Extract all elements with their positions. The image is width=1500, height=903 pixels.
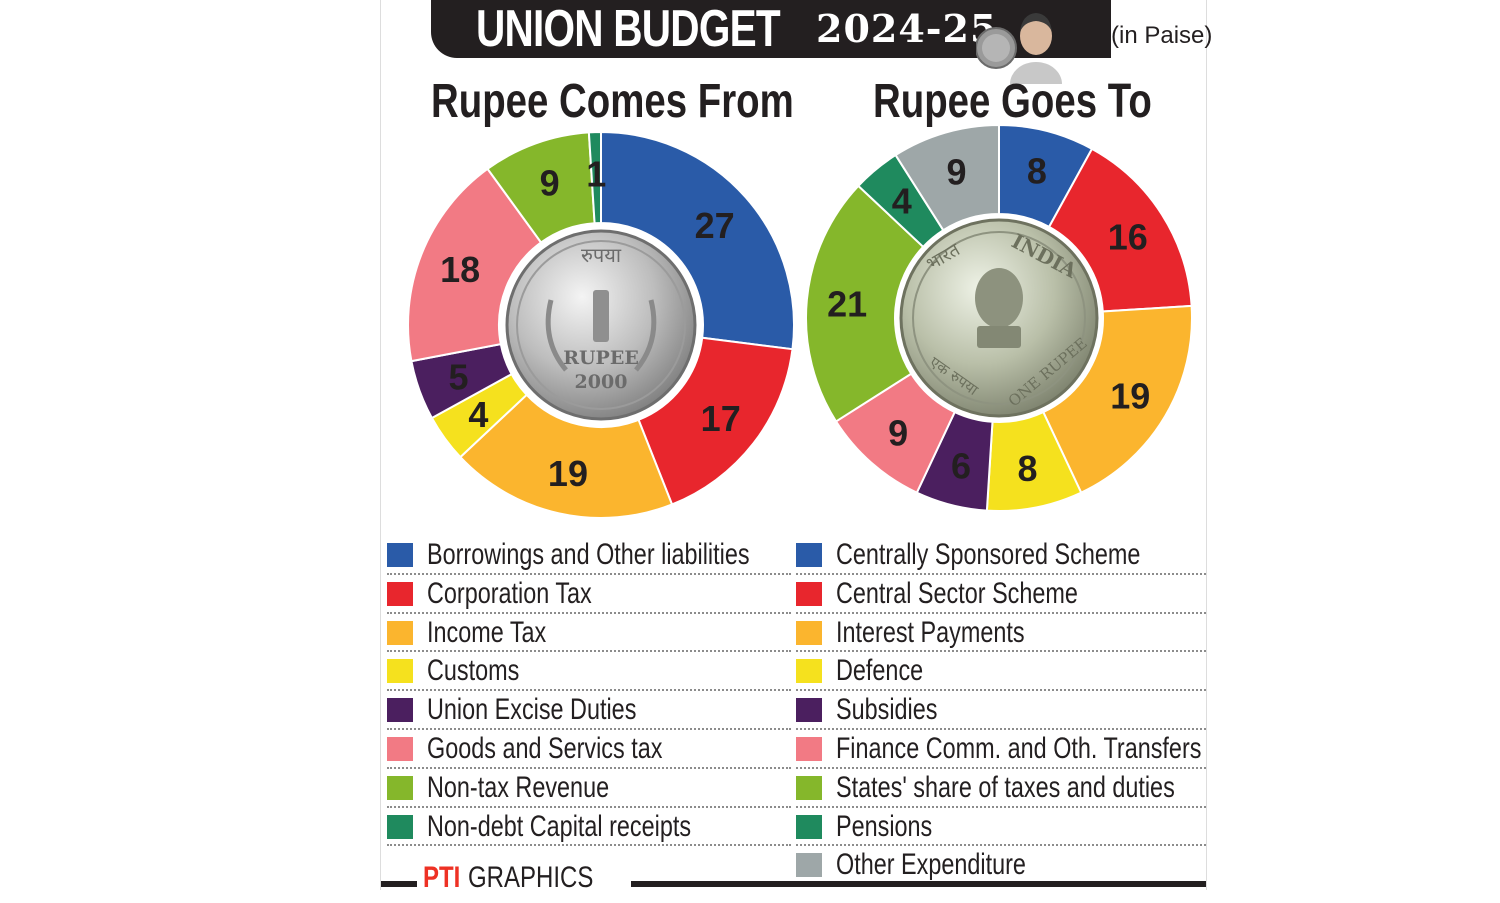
comes-from-legend-swatch: [387, 775, 413, 800]
goes-to-slice-interest-payments: [1041, 304, 1193, 494]
comes-from-legend-row: Non-tax Revenue: [387, 769, 791, 808]
unit-note: (in Paise): [1111, 22, 1213, 49]
goes-to-legend-label: Finance Comm. and Oth. Transfers: [836, 731, 1202, 765]
goes-to-label-subsidies: 6: [951, 446, 971, 487]
infographic-card: UNION BUDGET 2024-25 (in Paise) Rupee Co…: [380, 0, 1212, 898]
finance-minister-portrait-icon: [976, 13, 1062, 84]
legend: Borrowings and Other liabilities Corporat…: [381, 536, 1206, 886]
goes-to-legend-swatch: [796, 775, 822, 800]
comes-from-legend-swatch: [387, 543, 413, 567]
comes-from-slice-income-tax: [458, 393, 674, 519]
goes-to-legend-swatch: [796, 659, 822, 684]
comes-from-legend-swatch: [387, 581, 413, 606]
comes-from-legend-row: Corporation Tax: [387, 575, 791, 614]
india-one-rupee-coin-icon: INDIA भारत ONE RUPEE एक रुपया: [899, 218, 1099, 418]
rupee-coin-2000-icon: रुपया RUPEE 2000: [505, 229, 697, 421]
pti-logo-icon: PTI: [423, 861, 461, 894]
goes-to-legend-label: Other Expenditure: [836, 848, 1026, 882]
comes-from-label-borrowings-and-other-liabilities: 27: [695, 205, 735, 246]
comes-from-legend-row: Non-debt Capital receipts: [387, 808, 791, 847]
goes-to-legend-row: Pensions: [796, 808, 1206, 847]
goes-to-legend-swatch: [796, 581, 822, 606]
goes-to-label-pensions: 4: [892, 180, 912, 221]
page-title: UNION BUDGET: [476, 0, 781, 58]
legend-rupee-comes-from: Borrowings and Other liabilities Corporat…: [387, 536, 791, 847]
comes-from-label-union-excise-duties: 5: [448, 356, 468, 397]
chart-title-rupee-goes-to: Rupee Goes To: [873, 75, 1152, 128]
goes-to-legend-label: Central Sector Scheme: [836, 576, 1078, 610]
goes-to-legend-swatch: [796, 698, 822, 723]
goes-to-legend-row: Subsidies: [796, 691, 1206, 730]
comes-from-legend-row: Customs: [387, 652, 791, 692]
comes-from-legend-label: Non-tax Revenue: [427, 770, 610, 804]
goes-to-label-finance-comm-and-oth-transfers: 9: [888, 412, 908, 453]
comes-from-legend-swatch: [387, 736, 413, 761]
goes-to-slice-other-expenditure: [894, 123, 1000, 232]
comes-from-legend-label: Corporation Tax: [427, 576, 592, 610]
comes-from-slice-corporation-tax: [637, 336, 794, 506]
goes-to-label-states-share-of-taxes-and-duties: 21: [827, 284, 867, 325]
comes-from-slice-borrowings-and-other-liabilities: [600, 130, 795, 351]
goes-to-label-interest-payments: 19: [1110, 376, 1150, 417]
goes-to-label-centrally-sponsored-scheme: 8: [1027, 150, 1047, 191]
footer-rule: [381, 881, 1206, 887]
goes-to-legend-label: Centrally Sponsored Scheme: [836, 538, 1141, 571]
goes-to-legend-row: Other Expenditure: [796, 846, 1206, 886]
coin-left-year-text: 2000: [575, 371, 628, 393]
coin-left-bottom-text: RUPEE: [563, 347, 639, 369]
goes-to-legend-label: States' share of taxes and duties: [836, 770, 1175, 804]
comes-from-legend-row: Goods and Servics tax: [387, 730, 791, 769]
comes-from-label-non-debt-capital-receipts: 1: [586, 154, 606, 195]
credit-line: PTI GRAPHICS: [417, 858, 631, 898]
goes-to-legend-swatch: [796, 620, 822, 645]
comes-from-legend-label: Non-debt Capital receipts: [427, 809, 692, 843]
comes-from-legend-label: Union Excise Duties: [427, 693, 637, 727]
goes-to-legend-row: Defence: [796, 652, 1206, 692]
goes-to-legend-row: States' share of taxes and duties: [796, 769, 1206, 808]
goes-to-legend-row: Centrally Sponsored Scheme: [796, 536, 1206, 575]
comes-from-legend-label: Goods and Servics tax: [427, 731, 663, 765]
comes-from-legend-swatch: [387, 814, 413, 839]
comes-from-slice-goods-and-servics-tax: [407, 167, 543, 363]
comes-from-label-non-tax-revenue: 9: [540, 162, 560, 203]
goes-to-legend-label: Pensions: [836, 809, 933, 843]
comes-from-label-corporation-tax: 17: [701, 398, 741, 439]
comes-from-legend-label: Customs: [427, 654, 520, 688]
comes-from-legend-label: Borrowings and Other liabilities: [427, 538, 750, 571]
budget-year: 2024-25: [816, 6, 998, 51]
goes-to-legend-label: Subsidies: [836, 693, 938, 727]
comes-from-legend-swatch: [387, 620, 413, 645]
goes-to-label-other-expenditure: 9: [946, 152, 966, 193]
coin-left-top-text: रुपया: [581, 243, 622, 267]
comes-from-legend-label: Income Tax: [427, 615, 547, 649]
goes-to-legend-swatch: [796, 814, 822, 839]
comes-from-legend-row: Borrowings and Other liabilities: [387, 536, 791, 575]
comes-from-legend-swatch: [387, 698, 413, 723]
goes-to-legend-label: Interest Payments: [836, 615, 1025, 649]
comes-from-legend-row: Income Tax: [387, 614, 791, 653]
donut-rupee-comes-from: 27 17 19 45 18 9 1: [407, 130, 795, 519]
comes-from-label-goods-and-servics-tax: 18: [440, 249, 480, 290]
legend-rupee-goes-to: Centrally Sponsored Scheme Central Sector…: [796, 536, 1206, 886]
goes-to-legend-row: Finance Comm. and Oth. Transfers: [796, 730, 1206, 769]
comes-from-legend-swatch: [387, 659, 413, 684]
goes-to-legend-swatch: [796, 853, 822, 878]
goes-to-legend-row: Central Sector Scheme: [796, 575, 1206, 614]
goes-to-legend-row: Interest Payments: [796, 614, 1206, 653]
goes-to-legend-label: Defence: [836, 654, 924, 688]
goes-to-legend-swatch: [796, 543, 822, 567]
comes-from-label-customs: 4: [468, 394, 488, 435]
chart-title-rupee-comes-from: Rupee Comes From: [431, 75, 794, 128]
goes-to-slice-states-share-of-taxes-and-duties: [805, 184, 925, 423]
goes-to-legend-swatch: [796, 736, 822, 761]
credit-text: GRAPHICS: [468, 861, 594, 894]
goes-to-label-central-sector-scheme: 16: [1108, 216, 1148, 257]
goes-to-label-defence: 8: [1018, 448, 1038, 489]
comes-from-label-income-tax: 19: [548, 453, 588, 494]
comes-from-slice-non-debt-capital-receipts: [587, 130, 602, 225]
comes-from-legend-row: Union Excise Duties: [387, 691, 791, 730]
